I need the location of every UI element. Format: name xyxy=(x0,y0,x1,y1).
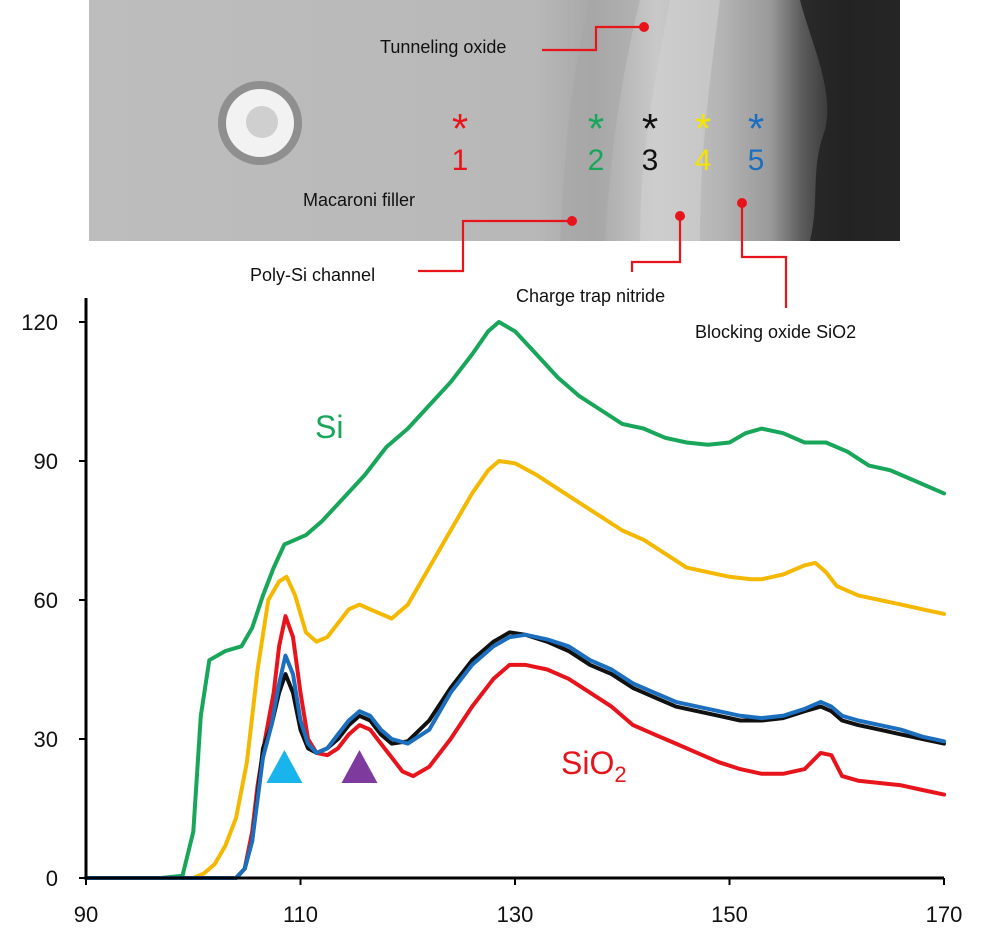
filler-particle-center xyxy=(246,106,278,138)
sio2-annotation-subscript: 2 xyxy=(614,762,626,787)
marker-1-star: * xyxy=(452,105,468,152)
series-line-2 xyxy=(84,459,946,880)
leader-tunneling xyxy=(542,25,644,52)
marker-3-star: * xyxy=(642,105,658,152)
leader-nitride xyxy=(630,216,682,272)
marker-4-number: 4 xyxy=(695,144,712,177)
marker-5-number: 5 xyxy=(748,144,765,177)
sio2-annotation-base: SiO xyxy=(561,745,614,781)
marker-4: * 4 xyxy=(695,105,712,177)
x-tick-label-130: 130 xyxy=(497,902,534,927)
tunneling-oxide-label: Tunneling oxide xyxy=(380,37,506,57)
channel-band xyxy=(560,0,640,241)
leader-channel xyxy=(418,219,572,273)
series-line-4 xyxy=(84,630,946,880)
marker-2-star: * xyxy=(588,105,604,152)
x-tick-label-110: 110 xyxy=(283,902,318,927)
leader-dot-blocking xyxy=(737,198,747,208)
marker-5-star: * xyxy=(748,105,764,152)
marker-2: * 2 xyxy=(588,105,605,177)
y-tick-label-30: 30 xyxy=(34,727,58,752)
triangle-marker-1 xyxy=(266,750,303,783)
chart: 0 30 60 90 120 90 110 130 150 170 Si SiO… xyxy=(21,298,962,927)
series-line-3 xyxy=(84,614,946,880)
marker-3-number: 3 xyxy=(642,144,659,177)
macaroni-filler-label: Macaroni filler xyxy=(303,190,415,210)
leader-lines xyxy=(418,25,788,308)
x-tick-label-170: 170 xyxy=(926,902,963,927)
series-line-1 xyxy=(84,320,946,880)
si-annotation: Si xyxy=(315,409,343,445)
charge-trap-nitride-label: Charge trap nitride xyxy=(516,286,665,306)
marker-1-number: 1 xyxy=(452,144,469,177)
dark-region xyxy=(800,0,900,241)
poly-si-channel-label: Poly-Si channel xyxy=(250,265,375,285)
leader-dot-tunneling xyxy=(639,22,649,32)
series-layer xyxy=(84,320,946,880)
leader-dot-channel xyxy=(567,216,577,226)
sio2-annotation: SiO2 xyxy=(561,745,627,787)
leader-dot-nitride xyxy=(675,211,685,221)
leader-dots xyxy=(567,22,747,226)
blocking-oxide-label: Blocking oxide SiO2 xyxy=(695,322,856,342)
marker-4-star: * xyxy=(695,105,711,152)
y-tick-label-90: 90 xyxy=(34,449,58,474)
triangle-marker-2 xyxy=(341,750,378,783)
marker-1: * 1 xyxy=(452,105,469,177)
micrograph: * 1 * 2 * 3 * 4 * 5 Tunneling oxide Maca… xyxy=(89,0,900,241)
marker-2-number: 2 xyxy=(588,144,605,177)
nitride-band xyxy=(640,0,720,241)
y-tick-label-120: 120 xyxy=(21,310,58,335)
marker-3: * 3 xyxy=(642,105,659,177)
marker-5: * 5 xyxy=(748,105,765,177)
series-line-5 xyxy=(84,632,946,880)
x-tick-label-150: 150 xyxy=(711,902,748,927)
tick-layer xyxy=(79,321,945,885)
y-tick-label-0: 0 xyxy=(46,866,58,891)
leader-blocking xyxy=(740,203,788,308)
x-tick-label-90: 90 xyxy=(74,902,98,927)
y-tick-label-60: 60 xyxy=(34,588,58,613)
